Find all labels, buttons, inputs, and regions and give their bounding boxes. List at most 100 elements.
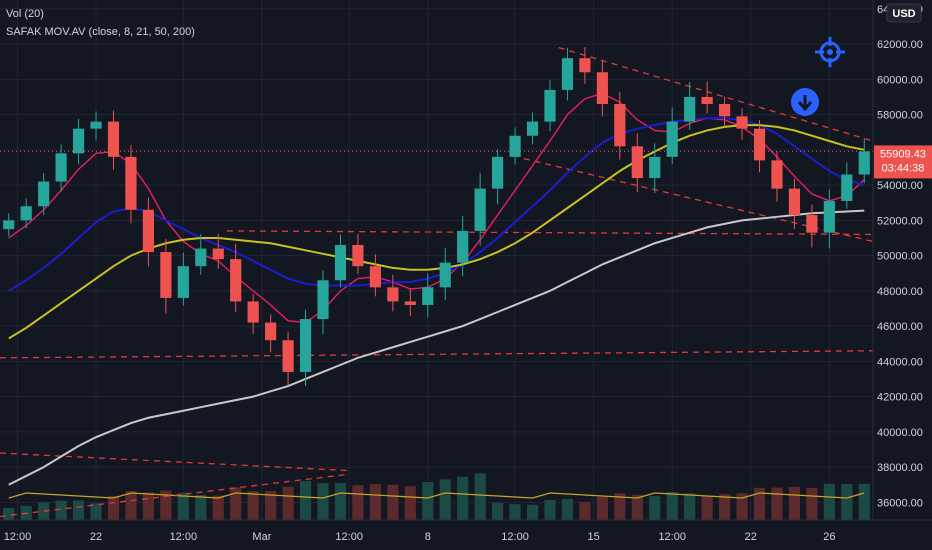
time-tick-label: 22: [745, 531, 757, 543]
candle-body: [771, 160, 783, 189]
candle-body: [544, 89, 556, 122]
candle-body: [195, 248, 207, 267]
time-tick-label: Mar: [252, 531, 271, 543]
volume-bar: [422, 482, 434, 520]
price-tick-label: 54000.00: [877, 180, 923, 192]
volume-bar: [177, 492, 189, 520]
time-tick-label: 12:00: [335, 531, 363, 543]
candle-body: [858, 151, 870, 175]
candle-body: [3, 220, 15, 230]
candle-body: [631, 146, 643, 179]
candlesticks: [3, 47, 870, 387]
price-tick-label: 48000.00: [877, 286, 923, 298]
volume-bar: [142, 492, 154, 520]
candle-body: [788, 188, 801, 216]
volume-bar: [823, 483, 835, 520]
candle-body: [422, 287, 434, 305]
candle-body: [282, 340, 294, 372]
indicator-legend[interactable]: Vol (20) SAFAK MOV.AV (close, 8, 21, 50,…: [6, 8, 195, 38]
volume-bar: [701, 496, 713, 520]
candle-body: [666, 121, 678, 157]
ma-line-ma-8: [8, 92, 865, 324]
price-tick-label: 62000.00: [877, 39, 923, 51]
volume-bar: [509, 504, 521, 520]
candle-body: [474, 188, 486, 231]
candle-body: [439, 262, 451, 288]
candle-countdown: 03:44:38: [882, 162, 925, 174]
time-tick-label: 12:00: [501, 531, 529, 543]
currency-label: USD: [892, 8, 915, 20]
volume-ma-line: [8, 492, 865, 499]
candle-body: [649, 156, 661, 179]
volume-bar: [38, 502, 50, 520]
volume-bar: [247, 491, 259, 520]
volume-bar: [299, 481, 312, 520]
time-tick-label: 12:00: [4, 531, 32, 543]
candle-body: [317, 280, 329, 320]
candle-body: [823, 200, 835, 233]
volume-bar: [404, 486, 416, 520]
currency-badge[interactable]: USD: [886, 3, 922, 23]
trendline: [0, 452, 350, 472]
volume-bar: [107, 496, 120, 520]
volume-bar: [492, 502, 504, 520]
trendline: [0, 350, 874, 359]
candle-body: [684, 96, 696, 122]
candle-body: [352, 245, 364, 267]
volume-bar: [858, 483, 870, 520]
price-tick-label: 42000.00: [877, 392, 923, 404]
volume-bar: [684, 493, 696, 520]
candle-body: [561, 58, 574, 90]
volume-bar: [282, 486, 294, 520]
volume-bar: [526, 504, 539, 520]
volume-bar: [561, 498, 574, 520]
price-tick-label: 60000.00: [877, 74, 923, 86]
candle-body: [247, 301, 259, 323]
candle-body: [492, 156, 504, 189]
time-tick-label: 15: [588, 531, 600, 543]
volume-bar: [596, 496, 608, 520]
crosshair-target-icon[interactable]: [815, 37, 845, 67]
volume-bar: [387, 484, 399, 520]
candle-body: [387, 287, 399, 302]
price-tick-label: 52000.00: [877, 215, 923, 227]
candle-body: [614, 104, 626, 147]
candle-body: [334, 245, 347, 281]
candle-body: [177, 266, 189, 298]
volume-bar: [544, 499, 556, 520]
candle-body: [457, 230, 469, 263]
price-tick-label: 40000.00: [877, 427, 923, 439]
price-tick-label: 46000.00: [877, 321, 923, 333]
volume-bar: [212, 495, 224, 520]
volume-bar: [771, 487, 783, 520]
volume-bar: [841, 484, 853, 520]
volume-bar: [90, 503, 102, 520]
volume-bar: [474, 473, 486, 520]
current-price-label: 55909.43 03:44:38: [874, 145, 932, 179]
volume-bar: [125, 491, 137, 520]
time-tick-label: 22: [90, 531, 102, 543]
volume-bar: [230, 487, 242, 520]
price-tick-label: 50000.00: [877, 251, 923, 263]
candle-body: [55, 153, 67, 182]
volume-bar: [788, 487, 801, 520]
candle-body: [230, 259, 242, 302]
candle-body: [841, 174, 853, 201]
candle-body: [579, 58, 591, 73]
candle-body: [806, 215, 818, 233]
candle-body: [701, 96, 713, 104]
volume-bar: [265, 491, 277, 520]
price-scale-ticks: 36000.00 38000.00 40000.00 42000.00 44000.00…: [877, 4, 923, 510]
volume-bar: [3, 508, 15, 520]
volume-bar: [579, 501, 591, 520]
time-tick-label: 12:00: [658, 531, 686, 543]
candle-body: [107, 121, 120, 157]
arrow-down-circle-icon[interactable]: [791, 88, 819, 116]
time-tick-label: 8: [425, 531, 431, 543]
candle-body: [90, 121, 102, 129]
price-tick-label: 38000.00: [877, 462, 923, 474]
volume-bar: [55, 500, 67, 520]
